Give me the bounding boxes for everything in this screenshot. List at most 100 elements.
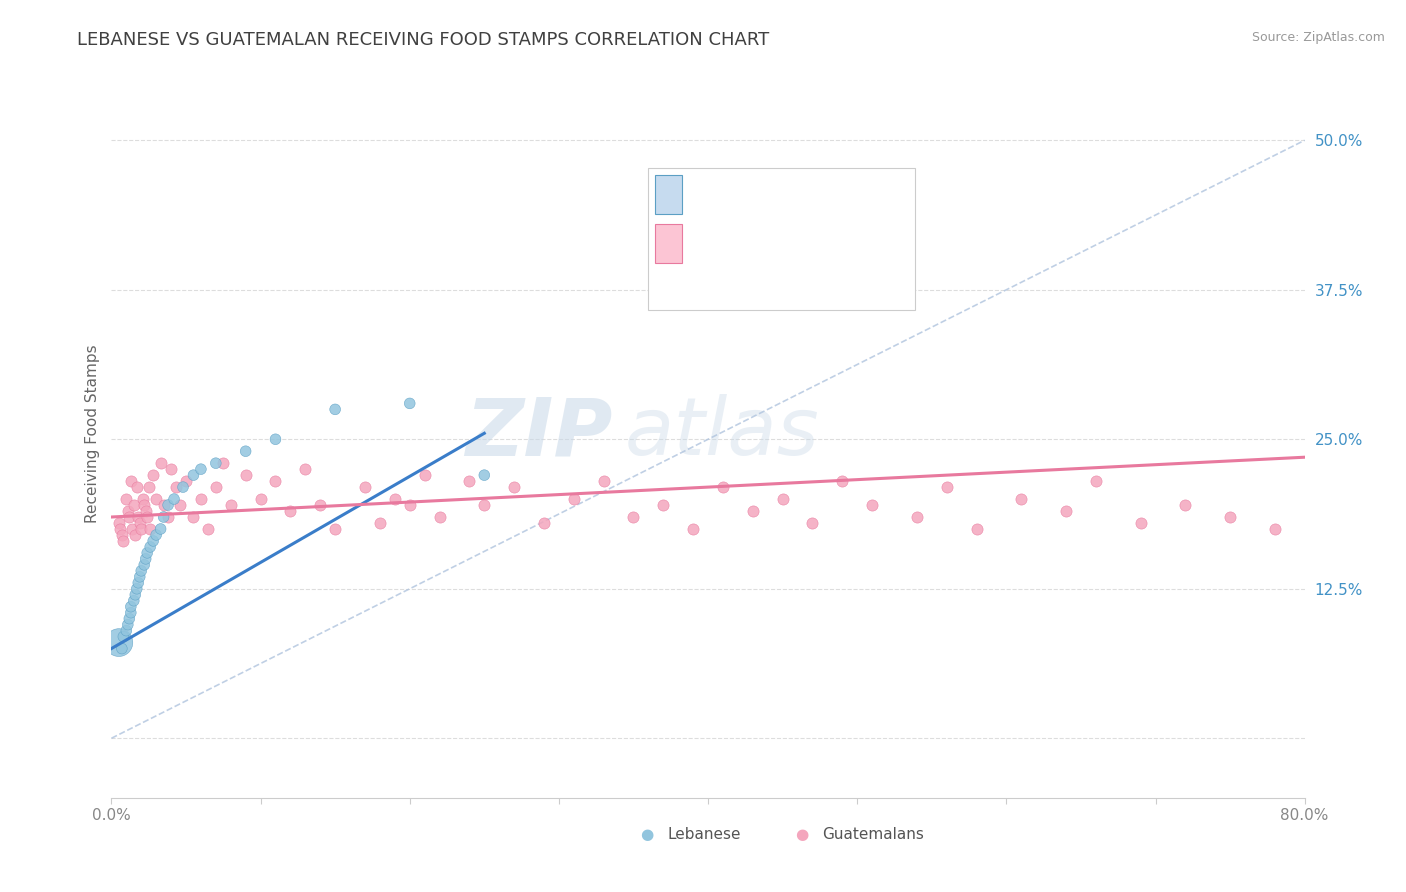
- Point: [368, 516, 391, 530]
- Point: [503, 480, 526, 494]
- Point: [235, 444, 257, 458]
- Point: [183, 468, 205, 483]
- Point: [120, 474, 142, 488]
- Point: [124, 528, 146, 542]
- Point: [108, 516, 131, 530]
- Point: [134, 558, 156, 572]
- Point: [132, 491, 155, 506]
- Point: [121, 522, 143, 536]
- Point: [111, 528, 134, 542]
- Text: ●: ●: [794, 827, 808, 841]
- Point: [472, 468, 495, 483]
- Point: [212, 456, 235, 470]
- Point: [129, 522, 152, 536]
- Point: [264, 474, 287, 488]
- Text: ZIP: ZIP: [465, 394, 613, 472]
- Text: Source: ZipAtlas.com: Source: ZipAtlas.com: [1251, 31, 1385, 45]
- Point: [652, 498, 675, 512]
- Point: [136, 546, 159, 560]
- Point: [128, 570, 150, 584]
- Point: [157, 510, 180, 524]
- Point: [142, 468, 165, 483]
- Text: Guatemalans: Guatemalans: [823, 827, 924, 841]
- Point: [135, 552, 157, 566]
- Point: [1129, 516, 1152, 530]
- Point: [249, 491, 271, 506]
- Point: [831, 474, 853, 488]
- Point: [190, 491, 212, 506]
- Point: [124, 588, 146, 602]
- Point: [280, 504, 302, 518]
- Point: [122, 498, 145, 512]
- Point: [125, 480, 148, 494]
- Point: [935, 480, 957, 494]
- Point: [172, 480, 194, 494]
- Point: [157, 498, 180, 512]
- Point: [112, 533, 135, 548]
- Point: [183, 510, 205, 524]
- Point: [117, 504, 139, 518]
- Point: [139, 522, 162, 536]
- Point: [128, 516, 150, 530]
- Point: [235, 468, 257, 483]
- Point: [309, 498, 332, 512]
- Point: [429, 510, 451, 524]
- Point: [1084, 474, 1107, 488]
- Point: [384, 491, 406, 506]
- Point: [108, 635, 131, 649]
- Point: [127, 510, 149, 524]
- Point: [115, 491, 138, 506]
- Point: [219, 498, 242, 512]
- Point: [118, 510, 141, 524]
- Point: [152, 498, 174, 512]
- Point: [111, 641, 134, 656]
- Point: [136, 510, 159, 524]
- Point: [1174, 498, 1197, 512]
- Text: Lebanese: Lebanese: [668, 827, 741, 841]
- Point: [115, 624, 138, 638]
- Point: [323, 402, 346, 417]
- Point: [398, 498, 420, 512]
- Point: [134, 498, 156, 512]
- Point: [125, 582, 148, 596]
- Point: [160, 462, 183, 476]
- Point: [458, 474, 481, 488]
- Text: R =  0.117   N = 74: R = 0.117 N = 74: [693, 235, 863, 252]
- Point: [204, 456, 226, 470]
- Point: [149, 522, 172, 536]
- Point: [472, 498, 495, 512]
- Point: [118, 612, 141, 626]
- Point: [122, 593, 145, 607]
- Point: [163, 491, 186, 506]
- Point: [801, 516, 824, 530]
- Text: ●: ●: [640, 827, 654, 841]
- Point: [741, 504, 763, 518]
- Point: [354, 480, 377, 494]
- Point: [138, 480, 160, 494]
- Point: [264, 432, 287, 446]
- Point: [398, 396, 420, 410]
- Point: [139, 540, 162, 554]
- Text: atlas: atlas: [624, 394, 820, 472]
- Point: [413, 468, 436, 483]
- Point: [1219, 510, 1241, 524]
- Point: [169, 498, 191, 512]
- Point: [129, 564, 152, 578]
- Point: [533, 516, 555, 530]
- Text: R = 0.516   N = 33: R = 0.516 N = 33: [693, 186, 858, 203]
- Point: [145, 491, 167, 506]
- Point: [112, 630, 135, 644]
- Text: LEBANESE VS GUATEMALAN RECEIVING FOOD STAMPS CORRELATION CHART: LEBANESE VS GUATEMALAN RECEIVING FOOD ST…: [77, 31, 769, 49]
- Point: [562, 491, 585, 506]
- Point: [623, 510, 645, 524]
- Point: [120, 599, 142, 614]
- Point: [152, 510, 174, 524]
- Point: [149, 456, 172, 470]
- Point: [294, 462, 316, 476]
- Point: [711, 480, 734, 494]
- Point: [127, 575, 149, 590]
- Point: [772, 491, 794, 506]
- Point: [204, 480, 226, 494]
- Point: [966, 522, 988, 536]
- Point: [1054, 504, 1077, 518]
